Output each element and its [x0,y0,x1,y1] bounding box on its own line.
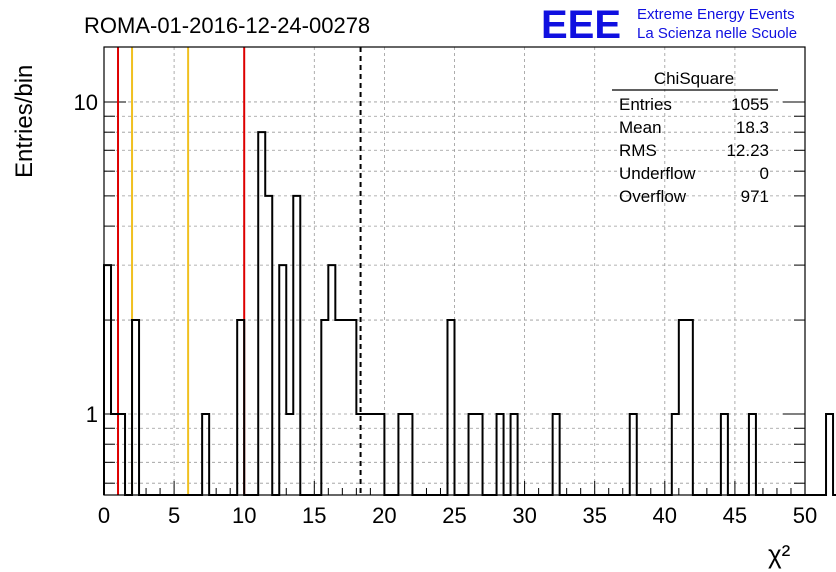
stats-label: Mean [619,118,662,137]
x-tick-label: 10 [232,503,256,528]
x-tick-label: 45 [723,503,747,528]
x-tick-label: 20 [372,503,396,528]
stats-label: Underflow [619,164,696,183]
tick-labels: 0 5 10 15 20 25 30 35 40 45 50 1 10 [74,90,818,528]
x-tick-label: 5 [168,503,180,528]
eee-logo: EEE [541,3,621,47]
x-tick-label: 50 [793,503,817,528]
marker-lines [117,47,362,495]
stats-title: ChiSquare [654,69,734,88]
stats-value: 0 [760,164,769,183]
histogram-bars [103,131,836,496]
stats-label: Overflow [619,187,687,206]
brand-line-2: La Scienza nelle Scuole [637,25,797,42]
x-axis-label: χ² [768,539,791,569]
y-tick-label: 10 [74,90,98,115]
x-tick-label: 30 [512,503,536,528]
stats-label: Entries [619,95,672,114]
histogram-outline [103,131,836,496]
y-tick-label: 1 [86,402,98,427]
stats-value: 1055 [731,95,769,114]
run-title: ROMA-01-2016-12-24-00278 [84,13,370,38]
x-tick-label: 40 [653,503,677,528]
x-tick-label: 35 [582,503,606,528]
x-tick-label: 25 [442,503,466,528]
brand-line-1: Extreme Energy Events [637,6,795,23]
stats-value: 18.3 [736,118,769,137]
x-tick-label: 0 [98,503,110,528]
stats-value: 971 [741,187,769,206]
x-tick-label: 15 [302,503,326,528]
stats-box: ChiSquare Entries 1055 Mean 18.3 RMS 12.23 Und… [612,69,778,206]
stats-label: RMS [619,141,657,160]
plot-frame [103,46,806,496]
y-axis-label: Entries/bin [11,65,38,178]
stats-value: 12.23 [726,141,769,160]
